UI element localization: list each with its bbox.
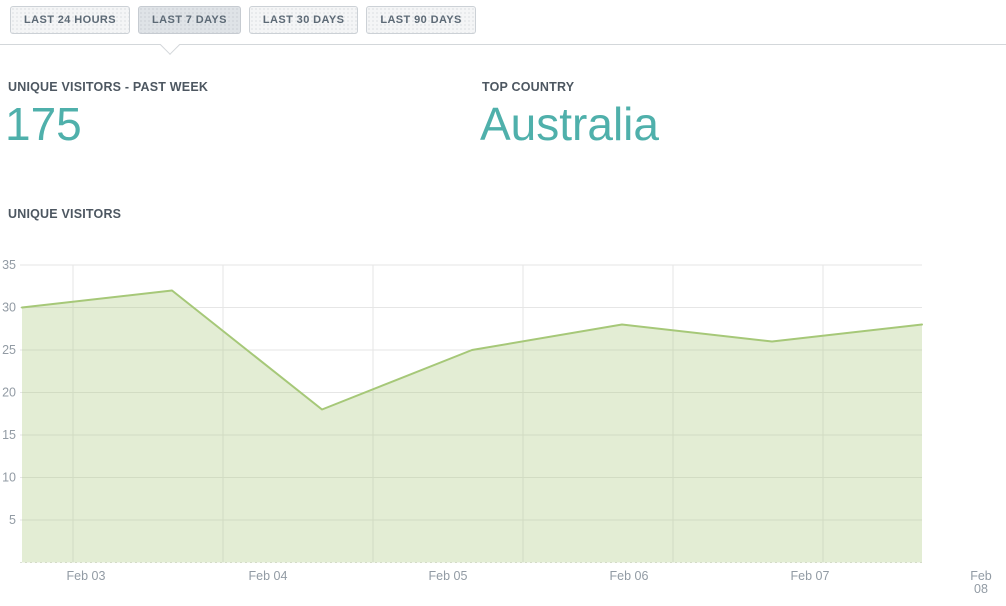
unique-visitors-week-value: 175 xyxy=(5,98,82,150)
x-axis-tick-label: Feb 08 xyxy=(970,569,992,596)
y-axis-tick-label: 35 xyxy=(2,258,16,272)
x-axis-tick-label: Feb 03 xyxy=(67,569,106,583)
y-axis-tick-label: 5 xyxy=(9,513,16,527)
tabbar-divider xyxy=(0,44,1006,45)
area-line xyxy=(21,289,923,411)
chart-title: UNIQUE VISITORS xyxy=(8,207,122,221)
x-axis-tick-label: Feb 05 xyxy=(429,569,468,583)
unique-visitors-week-label: UNIQUE VISITORS - PAST WEEK xyxy=(8,80,209,94)
y-axis-tick-label: 30 xyxy=(2,301,16,315)
tab-last-90-days[interactable]: LAST 90 DAYS xyxy=(366,6,476,34)
area-fill xyxy=(22,290,922,563)
tab-last-30-days[interactable]: LAST 30 DAYS xyxy=(248,6,359,34)
time-range-tabbar: LAST 24 HOURS LAST 7 DAYS LAST 30 DAYS L… xyxy=(10,6,476,34)
top-country-label: TOP COUNTRY xyxy=(482,80,575,94)
x-axis-tick-label: Feb 07 xyxy=(791,569,830,583)
y-axis-tick-label: 10 xyxy=(2,471,16,485)
y-axis-tick-label: 25 xyxy=(2,343,16,357)
tab-last-7-days[interactable]: LAST 7 DAYS xyxy=(138,6,241,34)
tab-last-24-hours[interactable]: LAST 24 HOURS xyxy=(10,6,130,34)
top-country-value: Australia xyxy=(480,98,659,150)
y-axis-tick-label: 15 xyxy=(2,428,16,442)
x-axis-tick-label: Feb 04 xyxy=(249,569,288,583)
x-axis-tick-label: Feb 06 xyxy=(610,569,649,583)
y-axis-tick-label: 20 xyxy=(2,386,16,400)
